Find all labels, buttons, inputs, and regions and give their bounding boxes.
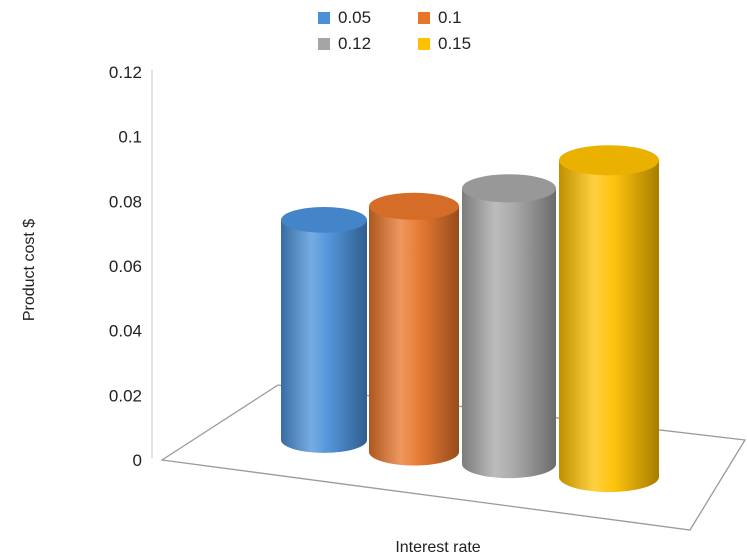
x-axis-title: Interest rate — [395, 539, 480, 556]
legend-item: 0.1 — [418, 8, 462, 28]
legend-item: 0.15 — [418, 34, 471, 54]
bar-top — [281, 206, 367, 233]
legend-item: 0.05 — [318, 8, 371, 28]
y-tick-label: 0.06 — [109, 257, 142, 276]
y-tick-label: 0.1 — [118, 128, 142, 147]
y-tick-label: 0.02 — [109, 386, 142, 405]
legend-label: 0.1 — [438, 8, 462, 27]
legend-swatch — [418, 38, 430, 50]
y-tick-label: 0.12 — [109, 63, 142, 82]
bar-top — [559, 145, 659, 176]
legend: 0.05 0.1 0.12 0.15 — [318, 8, 518, 58]
y-tick-label: 0.04 — [109, 322, 142, 341]
bar-body — [559, 160, 659, 492]
legend-swatch — [318, 38, 330, 50]
bar-top — [462, 174, 556, 203]
y-axis-title: Product cost $ — [21, 219, 38, 321]
legend-label: 0.15 — [438, 34, 472, 53]
y-tick-label: 0 — [133, 451, 142, 470]
bar-0.15 — [559, 145, 659, 492]
y-axis-tick-labels: 0 0.02 0.04 0.06 0.08 0.1 0.12 — [109, 63, 142, 470]
legend-swatch — [318, 12, 330, 24]
legend-item: 0.12 — [318, 34, 371, 54]
bar-0.05 — [281, 206, 367, 453]
bar-top — [369, 192, 459, 220]
bar-body — [462, 188, 556, 479]
bar-0.12 — [462, 174, 556, 479]
bars — [281, 145, 659, 492]
legend-label: 0.05 — [338, 8, 372, 27]
legend-swatch — [418, 12, 430, 24]
floor — [160, 384, 747, 531]
bar-body — [369, 206, 459, 466]
legend-label: 0.12 — [338, 34, 372, 53]
bar-body — [281, 219, 367, 453]
y-tick-label: 0.08 — [109, 192, 142, 211]
bar-0.1 — [369, 192, 459, 466]
